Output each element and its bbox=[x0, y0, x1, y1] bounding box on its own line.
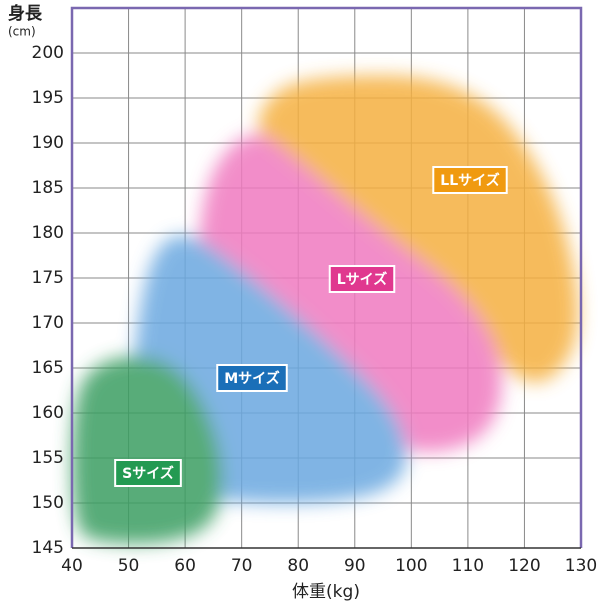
x-tick-label: 120 bbox=[508, 556, 540, 576]
y-tick-label: 190 bbox=[32, 133, 64, 153]
y-tick-label: 170 bbox=[32, 313, 64, 333]
y-tick-label: 165 bbox=[32, 358, 64, 378]
size-label: Lサイズ bbox=[337, 271, 388, 288]
x-tick-label: 130 bbox=[565, 556, 597, 576]
y-tick-label: 150 bbox=[32, 493, 64, 513]
size-region bbox=[196, 135, 502, 452]
y-tick-label: 200 bbox=[32, 43, 64, 63]
y-tick-label: 185 bbox=[32, 178, 64, 198]
x-tick-label: 50 bbox=[118, 556, 140, 576]
size-label: LLサイズ bbox=[440, 172, 499, 189]
size-region bbox=[72, 356, 223, 544]
plot-frame bbox=[70, 6, 583, 548]
x-tick-label: 90 bbox=[344, 556, 366, 576]
y-tick-label: 175 bbox=[32, 268, 64, 288]
y-tick-label: 180 bbox=[32, 223, 64, 243]
size-label: Mサイズ bbox=[224, 370, 280, 387]
size-label-box bbox=[328, 265, 396, 293]
x-tick-label: 70 bbox=[231, 556, 253, 576]
x-tick-label: 110 bbox=[452, 556, 484, 576]
x-axis-title: 体重(kg) bbox=[292, 582, 360, 602]
x-tick-label: 100 bbox=[395, 556, 427, 576]
y-tick-label: 145 bbox=[32, 538, 64, 558]
x-tick-label: 60 bbox=[174, 556, 196, 576]
y-tick-label: 195 bbox=[32, 88, 64, 108]
size-label-box bbox=[432, 166, 508, 194]
y-axis-unit: (cm) bbox=[8, 25, 36, 39]
y-tick-label: 155 bbox=[32, 448, 64, 468]
y-axis-title: 身長 bbox=[8, 3, 43, 24]
y-tick-label: 160 bbox=[32, 403, 64, 423]
x-tick-label: 80 bbox=[287, 556, 309, 576]
size-label: Sサイズ bbox=[122, 465, 174, 482]
x-tick-label: 40 bbox=[61, 556, 83, 576]
size-label-box bbox=[216, 364, 288, 392]
size-region bbox=[258, 75, 579, 383]
size-label-box bbox=[114, 459, 182, 487]
